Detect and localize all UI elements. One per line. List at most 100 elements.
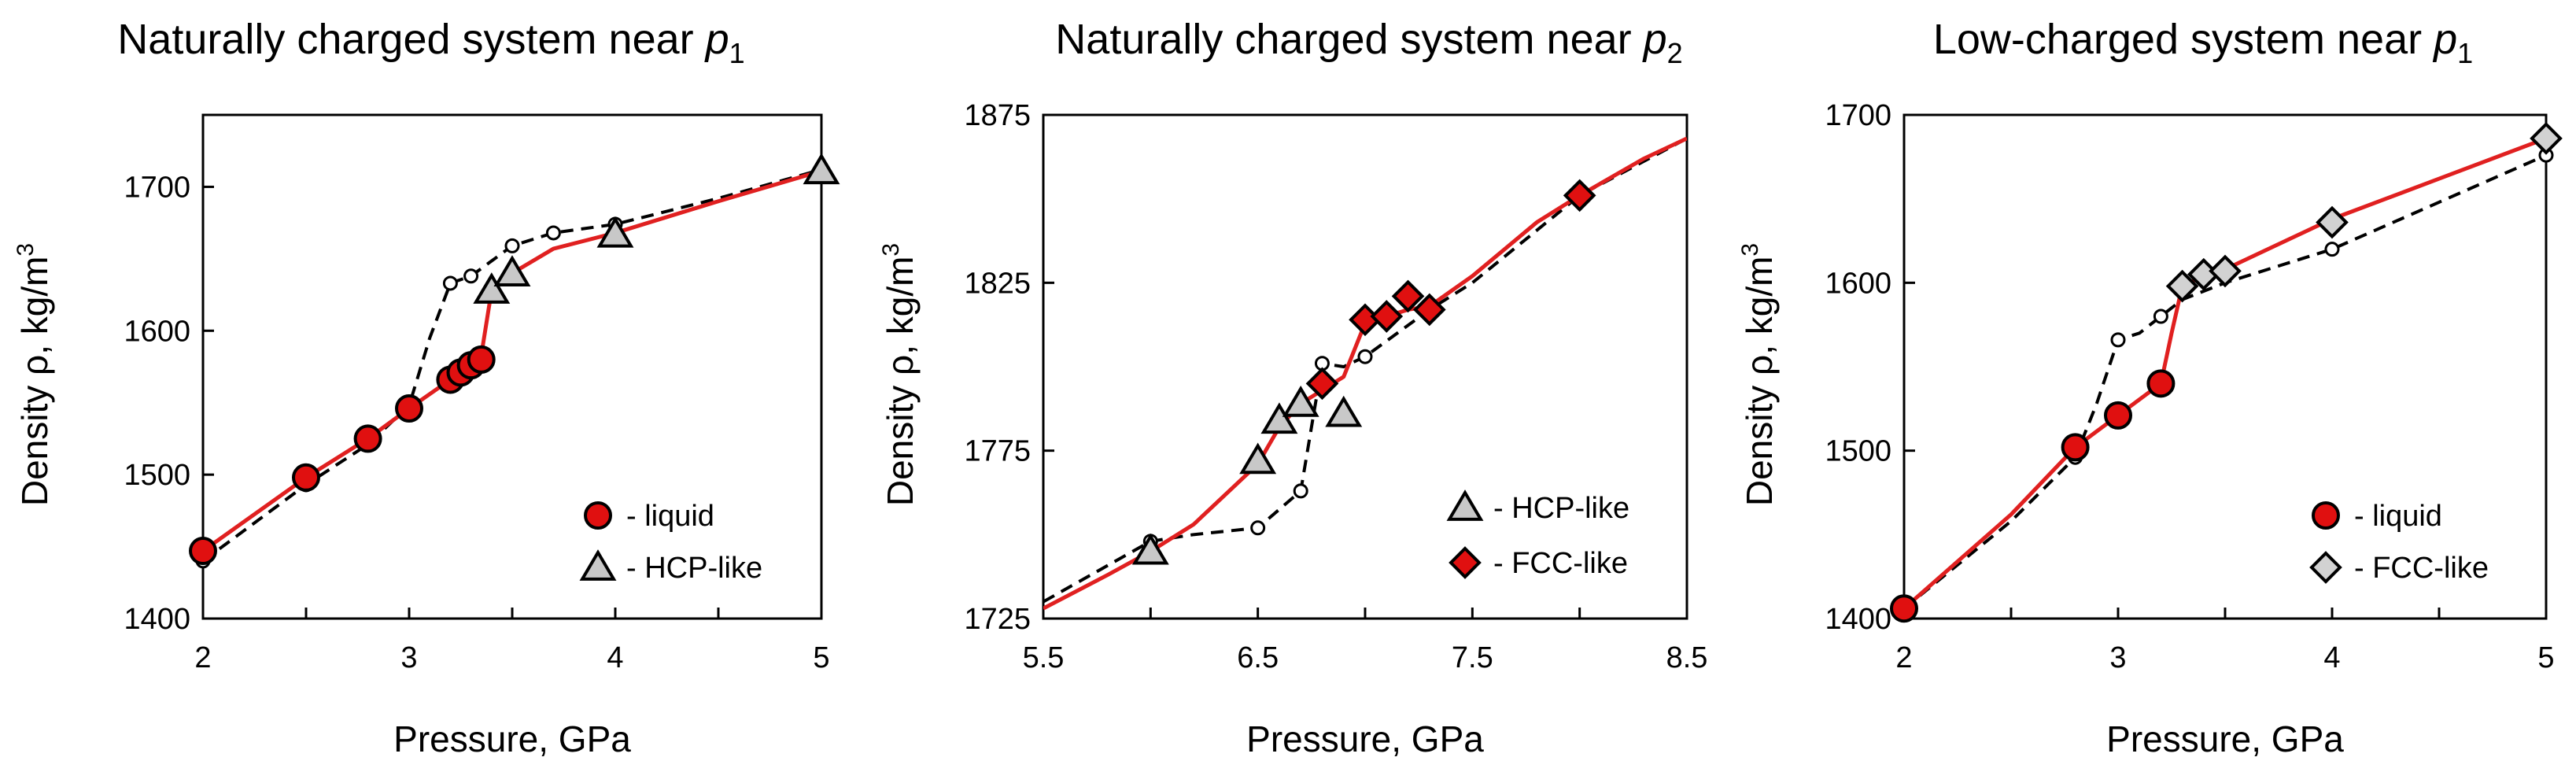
fcc-like-point	[2165, 269, 2199, 303]
dashed-point	[2324, 242, 2340, 257]
fcc-like-point	[2530, 122, 2563, 155]
chart-panel-2: Naturally charged system near p2 1725 1775…	[878, 16, 1707, 759]
chart-title-subscript: 1	[2457, 37, 2473, 69]
legend-marker	[1449, 546, 1482, 579]
dashed-point	[2110, 332, 2126, 348]
y-axis-label-text: Density ρ, kg/m	[1739, 257, 1780, 507]
chart-title: Naturally charged system near p1	[117, 16, 744, 69]
fit-line	[1904, 136, 2546, 611]
y-tick-label: 1400	[1825, 603, 1891, 636]
fcc-like-point	[1563, 179, 1596, 212]
chart-title-text: Naturally charged system near	[1055, 16, 1643, 63]
x-axis-label: Pressure, GPa	[1246, 718, 1484, 759]
fcc-like-point	[1412, 293, 1446, 327]
y-axis-label: Density ρ, kg/m3	[1737, 243, 1780, 506]
dashed-point	[463, 268, 479, 284]
y-tick-label: 1725	[964, 603, 1031, 636]
legend-label: - HCP-like	[1493, 492, 1629, 525]
x-tick-label: 5.5	[1023, 641, 1065, 674]
y-axis-label-text: Density ρ, kg/m	[880, 257, 921, 507]
fcc-like-point	[1370, 300, 1404, 333]
legend-marker	[2312, 501, 2340, 530]
legend-marker	[584, 501, 612, 530]
chart-title-symbol: p	[704, 16, 729, 63]
liquid-point	[292, 463, 320, 492]
liquid-point	[353, 424, 382, 453]
plot-frame	[1902, 113, 2548, 620]
dashed-point	[442, 275, 458, 291]
legend-label: - FCC-like	[2354, 552, 2489, 585]
chart-title-text: Naturally charged system near	[117, 16, 705, 63]
x-axis-label: Pressure, GPa	[393, 718, 631, 759]
hcp-like-point	[1131, 533, 1169, 565]
liquid-point	[2146, 369, 2176, 398]
dashed-line	[1043, 137, 1687, 604]
y-tick-label: 1700	[124, 171, 190, 204]
x-tick-label: 8.5	[1666, 641, 1708, 674]
legend-marker	[579, 549, 617, 581]
dashed-line	[203, 168, 821, 563]
x-tick-label: 6.5	[1237, 641, 1279, 674]
legend-label: - HCP-like	[626, 552, 762, 585]
chart-title-text: Low-charged system near	[1933, 16, 2434, 63]
liquid-point	[189, 537, 217, 566]
y-tick-label: 1400	[124, 603, 190, 636]
legend-label: - liquid	[2354, 500, 2442, 533]
y-axis-label-superscript: 3	[13, 243, 39, 257]
y-axis-label: Density ρ, kg/m3	[13, 243, 55, 506]
hcp-like-point	[1282, 385, 1319, 417]
hcp-like-point	[493, 255, 531, 286]
chart-title-subscript: 1	[729, 37, 745, 69]
chart-title-symbol: p	[1642, 16, 1667, 63]
chart-title: Low-charged system near p1	[1933, 16, 2473, 69]
hcp-like-point	[473, 272, 511, 304]
chart-title: Naturally charged system near p2	[1055, 16, 1682, 69]
y-tick-label: 1700	[1825, 99, 1891, 132]
y-axis-label-superscript: 3	[1737, 243, 1763, 257]
dashed-line	[1904, 153, 2546, 610]
dashed-point	[1250, 520, 1266, 536]
fcc-like-point	[1305, 367, 1339, 401]
fcc-like-point	[2316, 205, 2349, 239]
dashed-point	[2153, 308, 2168, 324]
x-tick-label: 5	[813, 641, 829, 674]
y-tick-label: 1875	[964, 99, 1031, 132]
x-tick-label: 4	[2323, 641, 2340, 674]
hcp-like-point	[596, 216, 634, 248]
hcp-like-point	[803, 153, 840, 185]
y-tick-label: 1500	[1825, 435, 1891, 468]
dashed-point	[1357, 349, 1373, 364]
fcc-like-point	[2209, 254, 2242, 288]
legend-marker	[2309, 551, 2342, 584]
legend-label: - FCC-like	[1493, 547, 1628, 580]
x-tick-label: 3	[2109, 641, 2126, 674]
chart-panel-1: Naturally charged system near p1 1400 1500…	[13, 16, 840, 759]
liquid-point	[2104, 401, 2132, 430]
liquid-point	[395, 394, 423, 423]
hcp-like-point	[1260, 402, 1298, 434]
liquid-point	[1890, 594, 1918, 623]
legend-label: - liquid	[626, 500, 714, 533]
dashed-point	[504, 238, 520, 253]
y-tick-label: 1775	[964, 435, 1031, 468]
x-tick-label: 2	[194, 641, 211, 674]
y-axis-label-text: Density ρ, kg/m	[14, 257, 55, 507]
liquid-point	[2061, 433, 2090, 462]
y-axis-label-superscript: 3	[878, 243, 904, 257]
hcp-like-point	[1325, 395, 1363, 427]
dashed-point	[1293, 483, 1308, 499]
fit-line	[1043, 136, 1687, 611]
dashed-point	[545, 225, 561, 241]
x-tick-label: 5	[2537, 641, 2554, 674]
y-tick-label: 1500	[124, 459, 190, 492]
y-tick-label: 1600	[1825, 267, 1891, 300]
y-tick-label: 1600	[124, 315, 190, 348]
x-tick-label: 4	[607, 641, 623, 674]
y-tick-label: 1825	[964, 267, 1031, 300]
chart-title-subscript: 2	[1667, 37, 1683, 69]
fcc-like-point	[1391, 279, 1425, 313]
chart-title-symbol: p	[2432, 16, 2457, 63]
liquid-point	[467, 345, 496, 374]
x-tick-label: 2	[1895, 641, 1912, 674]
